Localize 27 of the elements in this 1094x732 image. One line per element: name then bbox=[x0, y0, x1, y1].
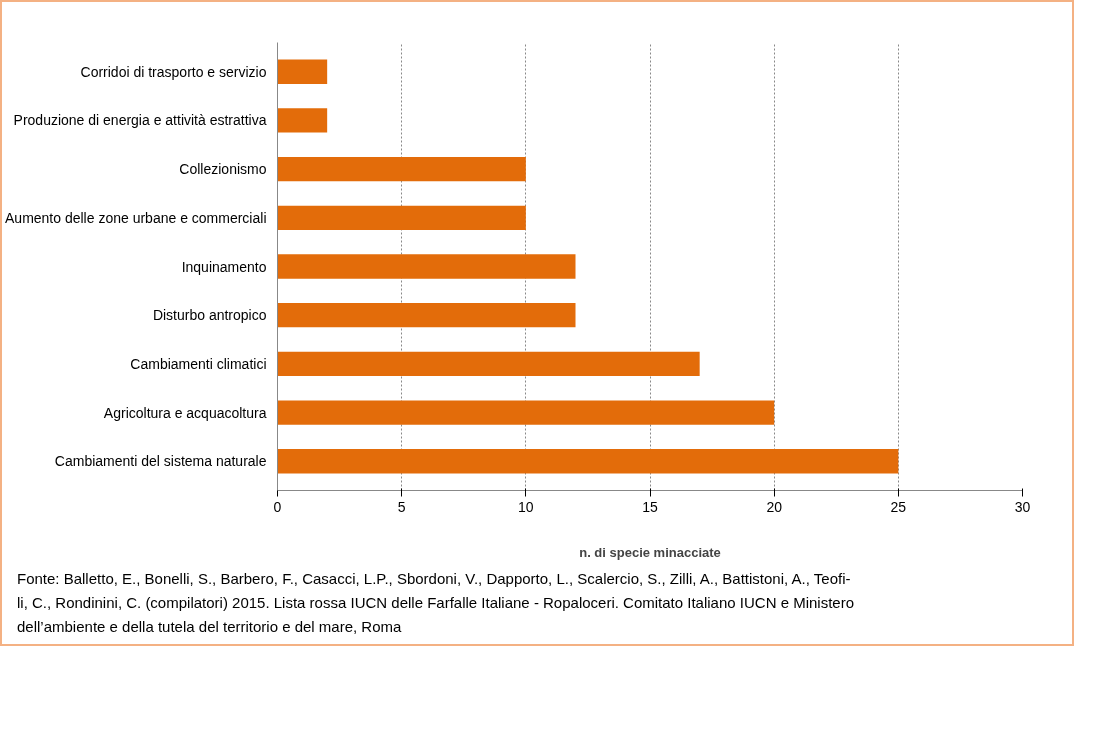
x-axis-title: n. di specie minacciate bbox=[579, 544, 721, 560]
bar bbox=[277, 59, 328, 84]
y-tick-label: Disturbo antropico bbox=[152, 307, 267, 324]
x-tick-label: 15 bbox=[642, 498, 658, 515]
bar bbox=[277, 449, 899, 474]
x-tick-label: 20 bbox=[766, 498, 783, 515]
bar bbox=[277, 400, 775, 425]
x-tick-label: 10 bbox=[518, 498, 534, 515]
x-tick-label: 0 bbox=[273, 498, 282, 515]
x-tick-label: 25 bbox=[890, 498, 907, 515]
bar bbox=[277, 205, 526, 230]
y-tick-label: Produzione di energia e attività estrattiva bbox=[13, 112, 267, 129]
source-note: Fonte: Balletto, E., Bonelli, S., Barbero, F., Casacci, L.P., Sbordoni, V., Dapporto, L., Scalercio, S., Zilli, A., Battistoni, A., Teofi- li, C., Rondinini, C. (compilatori) 2015. Lista rossa IUCN delle Farfalle Italiane - Ropaloceri. Comitato Italiano IUCN e Ministero dell’ambiente e della tutela del territorio e del mare, Roma bbox=[17, 569, 854, 637]
y-tick-label: Corridoi di trasporto e servizio bbox=[80, 63, 267, 80]
y-tick-label: Cambiamenti climatici bbox=[130, 355, 267, 372]
y-tick-label: Agricoltura e acquacoltura bbox=[103, 404, 267, 421]
x-tick-label: 30 bbox=[1014, 498, 1031, 515]
y-tick-label: Aumento delle zone urbane e commerciali bbox=[5, 209, 267, 226]
bar bbox=[277, 108, 328, 133]
bar bbox=[277, 351, 700, 377]
y-tick-label: Cambiamenti del sistema naturale bbox=[54, 453, 267, 470]
x-tick-label: 5 bbox=[397, 498, 406, 515]
y-tick-label: Inquinamento bbox=[181, 258, 267, 275]
bar bbox=[277, 303, 576, 328]
y-tick-label: Collezionismo bbox=[179, 161, 267, 178]
bar bbox=[277, 156, 526, 182]
bar bbox=[277, 254, 576, 279]
